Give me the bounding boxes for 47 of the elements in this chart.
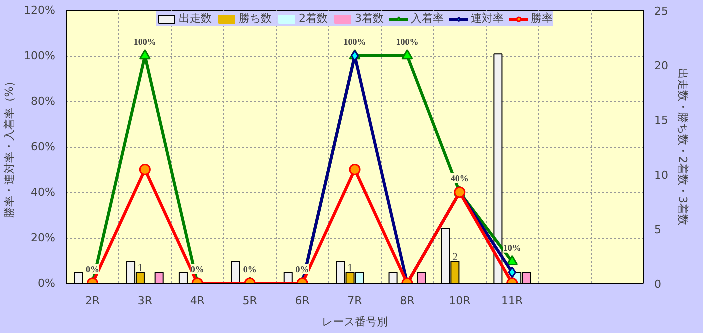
data-label: 100%: [396, 37, 419, 47]
x-tick-label: 2R: [85, 294, 100, 308]
data-label: 40%: [450, 174, 469, 184]
legend-label: 入着率: [411, 11, 444, 26]
legend-label: 2着数: [299, 11, 328, 26]
y2-axis-title: 出走数・勝ち数・2着数・3着数: [676, 68, 690, 226]
x-tick-label: 4R: [190, 294, 206, 308]
data-label: 100%: [134, 37, 156, 47]
x-tick-label: 10R: [449, 294, 472, 308]
y2-tick-label: 20: [654, 60, 668, 73]
y-tick-label: 60%: [31, 140, 56, 154]
data-label: 1: [348, 262, 354, 275]
legend-label: 連対率: [471, 11, 504, 26]
y-tick-label: 100%: [24, 50, 56, 62]
x-tick-label: 11R: [502, 294, 524, 308]
legend-label: 勝ち数: [239, 11, 272, 26]
point: [506, 255, 518, 266]
y2-tick-label: 10: [654, 168, 668, 182]
legend-label: 出走数: [179, 11, 212, 26]
y2-tick-label: 25: [654, 5, 668, 18]
y-tick-label: 40%: [31, 186, 56, 199]
point: [402, 49, 414, 60]
data-label: 0%: [243, 264, 257, 274]
x-axis-title: レース番号別: [322, 316, 388, 328]
x-tick-label: 6R: [295, 294, 310, 308]
y-axis-title: 勝率・連対率・入着率（%）: [3, 76, 16, 218]
x-tick-label: 7R: [348, 294, 363, 308]
x-tick-label: 5R: [242, 294, 258, 308]
x-tick-label: 8R: [400, 294, 416, 308]
data-label: 2: [452, 252, 458, 264]
y2-tick-label: 5: [654, 223, 662, 236]
legend-label: 3着数: [355, 11, 384, 26]
y-tick-label: 0%: [38, 277, 56, 290]
y2-tick-label: 0: [654, 278, 662, 291]
data-label: 10%: [503, 242, 522, 253]
data-label: 1: [138, 262, 144, 275]
data-label: 0%: [190, 264, 204, 274]
point: [139, 49, 151, 60]
y-tick-label: 80%: [31, 95, 56, 108]
y-tick-label: 120%: [24, 4, 56, 17]
data-label: 0%: [86, 264, 100, 274]
data-label: 0%: [296, 264, 310, 274]
data-label: 100%: [344, 37, 366, 47]
x-tick-label: 3R: [138, 294, 153, 308]
legend-label: 勝率: [531, 11, 553, 26]
y2-tick-label: 15: [654, 114, 668, 128]
y-tick-label: 20%: [31, 232, 56, 244]
